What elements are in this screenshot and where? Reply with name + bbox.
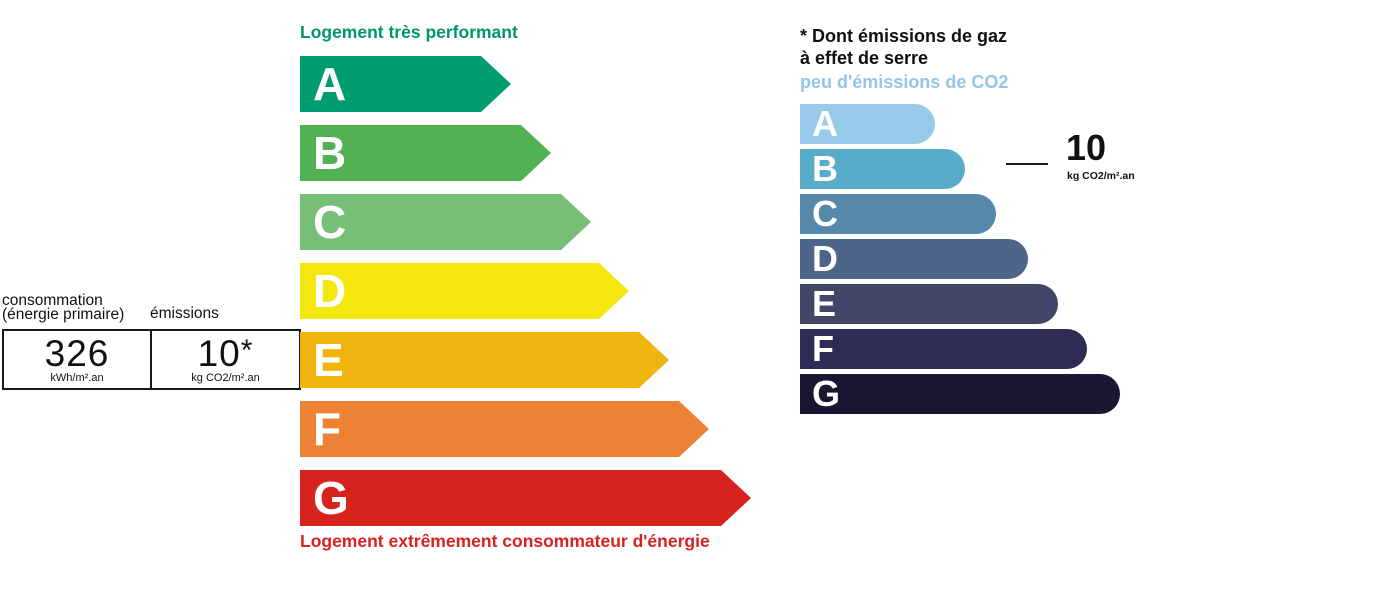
summary-values-box: 326 kWh/m².an 10* kg CO2/m².an [2, 329, 301, 390]
emissions-value-cell: 10* kg CO2/m².an [152, 331, 299, 388]
energy-class-b-letter: B [313, 127, 347, 179]
energy-class-c-arrow: C [300, 194, 591, 250]
energy-class-e-letter: E [313, 334, 344, 386]
emissions-label: émissions [150, 305, 219, 322]
co2-indicator-line [1006, 163, 1048, 165]
co2-class-f-letter: F [812, 328, 834, 369]
co2-indicator-unit: kg CO2/m².an [1067, 170, 1135, 182]
energy-class-f-arrow: F [300, 401, 709, 457]
energy-class-e-arrow: E [300, 332, 669, 388]
energy-scale: A B C D E F G [300, 56, 751, 526]
co2-class-b-bar: B [800, 149, 965, 189]
energy-class-d-letter: D [313, 265, 347, 317]
co2-class-e-letter: E [812, 283, 837, 324]
co2-scale-top-label: peu d'émissions de CO2 [800, 72, 1009, 92]
co2-class-e-bar: E [800, 284, 1058, 324]
energy-class-d-arrow: D [300, 263, 629, 319]
co2-note: * Dont émissions de gaz à effet de serre [800, 25, 1007, 69]
co2-class-c-bar: C [800, 194, 996, 234]
consumption-label: consommation (énergie primaire) [2, 292, 125, 323]
emissions-value: 10* [197, 332, 254, 374]
consumption-value-cell: 326 kWh/m².an [4, 331, 152, 388]
energy-class-g-arrow: G [300, 470, 751, 526]
energy-scale-top-label: Logement très performant [300, 22, 518, 42]
energy-class-b-arrow: B [300, 125, 551, 181]
co2-class-g-bar: G [800, 374, 1120, 414]
consumption-label-line2: (énergie primaire) [2, 306, 125, 323]
co2-class-a-bar: A [800, 104, 935, 144]
co2-class-g-letter: G [812, 373, 841, 414]
co2-indicator-value: 10 [1066, 127, 1107, 168]
co2-note-line2: à effet de serre [800, 48, 929, 68]
energy-class-a-letter: A [313, 58, 347, 110]
energy-class-g-letter: G [313, 472, 349, 524]
co2-class-d-letter: D [812, 238, 838, 279]
emissions-asterisk: * [240, 333, 254, 367]
consumption-unit: kWh/m².an [50, 371, 104, 384]
energy-class-c-letter: C [313, 196, 347, 248]
emissions-unit: kg CO2/m².an [191, 371, 260, 384]
co2-class-d-bar: D [800, 239, 1028, 279]
energy-scale-bottom-label: Logement extrêmement consommateur d'éner… [300, 531, 710, 551]
co2-class-a-letter: A [812, 103, 838, 144]
energy-class-f-letter: F [313, 403, 342, 455]
energy-class-a-arrow: A [300, 56, 511, 112]
co2-class-c-letter: C [812, 193, 838, 234]
co2-class-b-letter: B [812, 148, 838, 189]
co2-note-line1: * Dont émissions de gaz [800, 26, 1008, 46]
consumption-value: 326 [44, 332, 110, 374]
consumption-label-line1: consommation [2, 292, 103, 309]
co2-scale: A B C D E F G [800, 104, 1120, 414]
co2-class-f-bar: F [800, 329, 1087, 369]
